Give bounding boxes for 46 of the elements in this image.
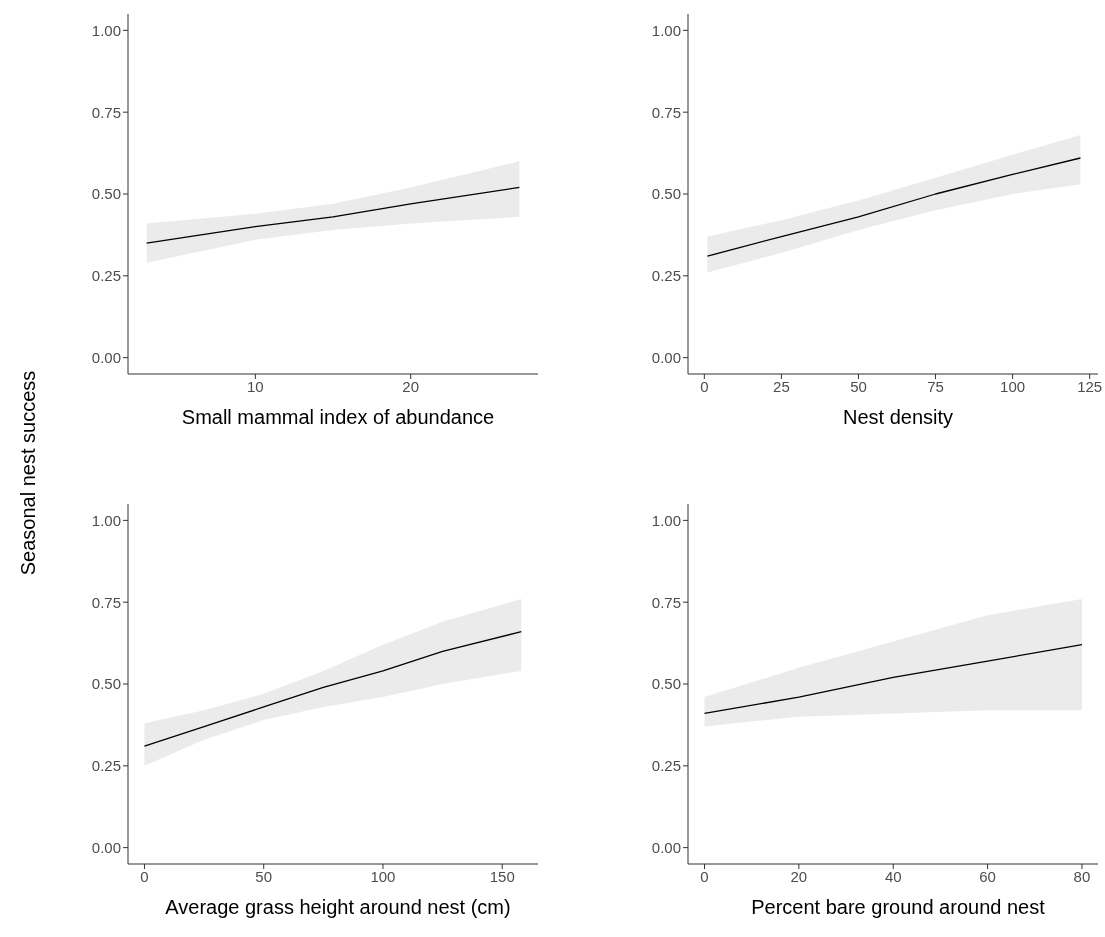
x-axis-title: Percent bare ground around nest: [750, 896, 1046, 919]
y-tick-label: 0.25: [91, 757, 121, 775]
x-tick-label: 100: [370, 867, 396, 885]
y-tick-label: 0.75: [91, 103, 121, 121]
x-tick-label: 75: [927, 377, 944, 395]
y-tick-label: 0.75: [651, 103, 681, 121]
y-tick-label: 0.00: [91, 348, 121, 366]
x-tick-label: 150: [489, 867, 515, 885]
x-tick-label: 10: [247, 377, 264, 395]
line-series: [143, 630, 522, 747]
y-tick-label: 0.75: [651, 593, 681, 611]
y-tick-label: 0.25: [91, 267, 121, 285]
x-axis-title: Small mammal index of abundance: [180, 406, 496, 429]
y-tick-label: 0.50: [91, 185, 121, 203]
y-tick-label: 0.00: [651, 838, 681, 856]
x-tick-label: 125: [1077, 377, 1103, 395]
line-series: [706, 157, 1082, 257]
x-tick-label: 0: [140, 867, 149, 885]
x-axis-title: Average grass height around nest (cm): [164, 896, 512, 919]
y-tick-label: 0.50: [91, 675, 121, 693]
y-tick-label: 0.75: [91, 593, 121, 611]
x-tick-label: 100: [1000, 377, 1026, 395]
x-tick-label: 40: [884, 867, 902, 885]
y-tick-label: 1.00: [91, 21, 121, 39]
x-tick-label: 25: [773, 377, 790, 395]
line-series: [145, 186, 521, 244]
x-tick-label: 0: [700, 867, 709, 885]
y-tick-label: 0.00: [651, 348, 681, 366]
y-axis-title: Seasonal nest success: [16, 370, 40, 576]
x-tick-label: 20: [402, 377, 419, 395]
y-tick-label: 1.00: [651, 511, 681, 529]
x-tick-label: 20: [790, 867, 808, 885]
x-axis-title: Nest density: [841, 406, 955, 429]
y-tick-label: 0.25: [651, 757, 681, 775]
y-tick-label: 0.25: [651, 267, 681, 285]
x-tick-label: 50: [255, 867, 273, 885]
x-tick-label: 50: [850, 377, 867, 395]
x-tick-label: 0: [700, 377, 709, 395]
y-tick-label: 0.50: [651, 675, 681, 693]
y-tick-label: 1.00: [91, 511, 121, 529]
x-tick-label: 60: [979, 867, 996, 885]
y-tick-label: 0.00: [91, 838, 121, 856]
x-tick-label: 80: [1073, 867, 1091, 885]
line-series: [703, 644, 1083, 715]
y-tick-label: 1.00: [651, 21, 681, 39]
y-tick-label: 0.50: [651, 185, 681, 203]
